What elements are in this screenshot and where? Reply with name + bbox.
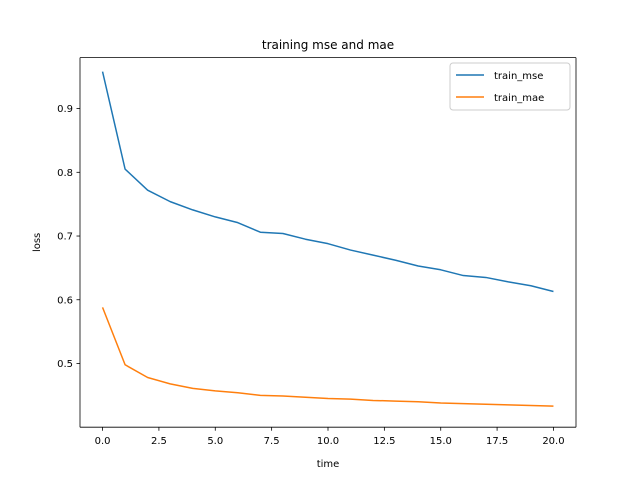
legend-label-train-mse: train_mse (494, 71, 543, 82)
y-tick-label: 0.6 (57, 295, 73, 306)
plot-frame (79, 57, 577, 428)
series-line-train-mae (101, 307, 554, 407)
x-tick-label: 0.0 (95, 436, 111, 447)
series-line-train-mse (101, 71, 554, 293)
x-ticks: 0.0 2.5 5.0 7.5 10.0 12.5 15.0 17.5 20.0 (95, 427, 565, 447)
chart-title: training mse and mae (262, 38, 394, 52)
legend: train_mse train_mae (449, 62, 571, 111)
x-tick-label: 5.0 (207, 436, 223, 447)
y-axis-label: loss (32, 233, 43, 252)
y-ticks: 0.5 0.6 0.7 0.8 0.9 (57, 104, 80, 370)
series-layer (101, 71, 554, 407)
x-tick-label: 17.5 (486, 436, 508, 447)
x-tick-label: 15.0 (430, 436, 452, 447)
y-tick-label: 0.5 (57, 359, 73, 370)
y-tick-label: 0.7 (57, 232, 73, 243)
x-tick-label: 10.0 (317, 436, 339, 447)
y-tick-label: 0.8 (57, 168, 73, 179)
x-tick-label: 7.5 (264, 436, 280, 447)
x-tick-label: 2.5 (151, 436, 167, 447)
x-tick-label: 20.0 (542, 436, 564, 447)
y-tick-label: 0.9 (57, 104, 73, 115)
plot-area (80, 57, 576, 428)
legend-label-train-mae: train_mae (494, 93, 544, 104)
x-axis-label: time (317, 459, 340, 470)
x-tick-label: 12.5 (373, 436, 395, 447)
